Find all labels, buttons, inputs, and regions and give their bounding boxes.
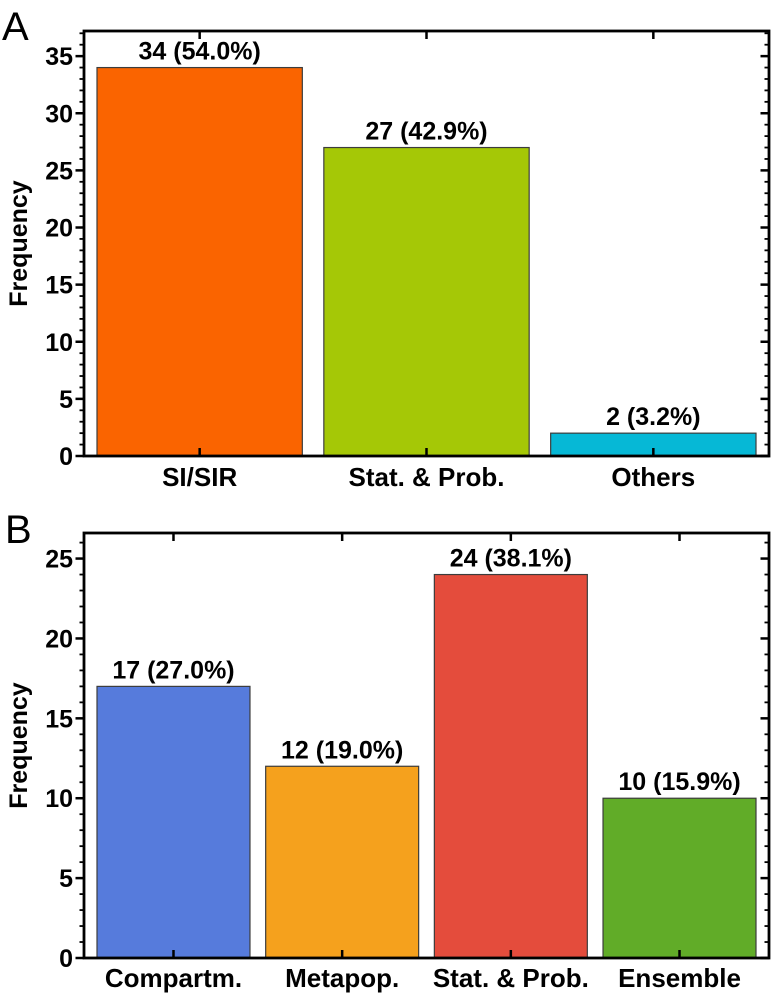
- axis-frame: [82, 531, 771, 960]
- y-tick-label: 20: [45, 215, 73, 243]
- bar-value-label: 10 (15.9%): [618, 768, 740, 796]
- x-category-label: Metapop.: [285, 963, 399, 993]
- y-tick-label: 20: [45, 625, 73, 653]
- y-axis-title: Frequency: [5, 682, 33, 809]
- y-tick-label: 25: [45, 157, 73, 185]
- x-category-label: Ensemble: [618, 963, 741, 993]
- y-tick-label: 0: [59, 443, 73, 471]
- bar-value-label: 2 (3.2%): [606, 403, 700, 431]
- bar: [323, 146, 530, 457]
- bar: [602, 797, 757, 959]
- y-tick-label: 10: [45, 785, 73, 813]
- x-category-label: SI/SIR: [162, 462, 237, 492]
- y-tick-label: 25: [45, 546, 73, 574]
- bar-value-label: 27 (42.9%): [365, 118, 487, 146]
- bar-value-label: 12 (19.0%): [281, 736, 403, 764]
- bar: [96, 66, 303, 457]
- y-tick-label: 15: [45, 272, 73, 300]
- bar: [433, 573, 588, 959]
- bar: [96, 685, 251, 959]
- y-axis-title: Frequency: [5, 180, 33, 307]
- bar-value-label: 17 (27.0%): [112, 656, 234, 684]
- x-category-label: Compartm.: [105, 963, 242, 993]
- panel-letter: B: [5, 508, 32, 552]
- y-tick-label: 30: [45, 100, 73, 128]
- y-tick-label: 10: [45, 329, 73, 357]
- x-category-label: Stat. & Prob.: [348, 462, 504, 492]
- panel-B: 0 5 10 15 20 25 17 (27.0%) Compartm. 12 (19.0%) M…: [5, 508, 771, 993]
- y-tick-label: 5: [59, 386, 73, 414]
- y-tick-label: 5: [59, 865, 73, 893]
- panel-A: 0 5 10 15 20 25 30 35 34 (54.0%) SI/SIR 27 (42.9%)…: [2, 5, 771, 492]
- y-tick-label: 15: [45, 705, 73, 733]
- bar-value-label: 34 (54.0%): [139, 38, 261, 66]
- x-category-label: Stat. & Prob.: [433, 963, 589, 993]
- y-tick-label: 35: [45, 43, 73, 71]
- panel-letter: A: [2, 5, 29, 49]
- bar: [265, 765, 420, 959]
- bar-value-label: 24 (38.1%): [450, 545, 572, 573]
- y-tick-label: 0: [59, 945, 73, 973]
- x-category-label: Others: [611, 462, 695, 492]
